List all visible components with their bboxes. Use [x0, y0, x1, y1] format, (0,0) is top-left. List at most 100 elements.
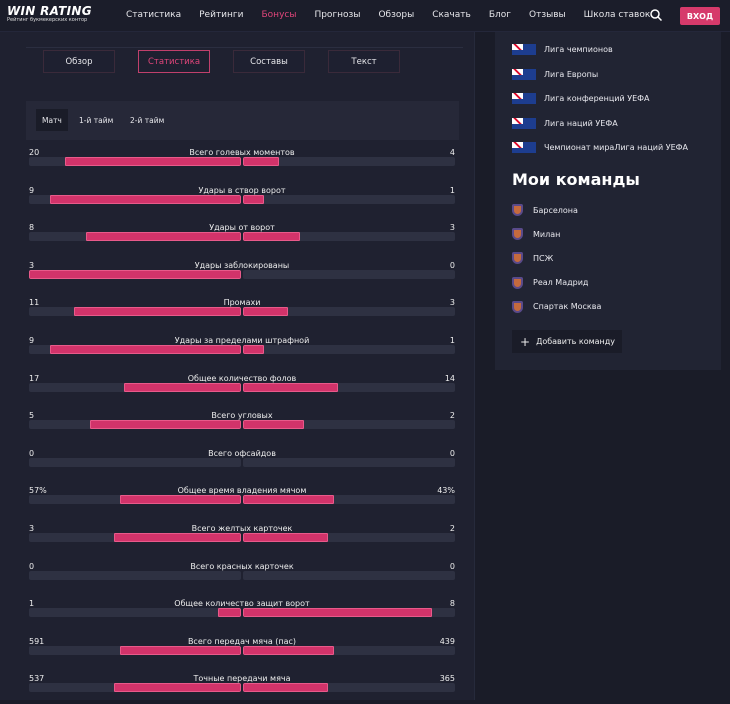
nav-item[interactable]: Блог [488, 10, 511, 20]
nav-item[interactable]: Отзывы [529, 10, 566, 20]
stat-bar-fill [113, 683, 241, 693]
logo[interactable]: WIN RATING Рейтинг букмекерских контор [7, 5, 92, 24]
stat-bar-away [243, 457, 455, 467]
league-item[interactable]: Лига наций УЕФА [512, 117, 618, 129]
login-button[interactable]: ВХОД [680, 7, 720, 25]
stat-bar-fill [243, 345, 265, 354]
team-item[interactable]: ПСЖ [512, 252, 553, 265]
league-name: Лига Европы [544, 69, 599, 79]
period-tab[interactable]: 2-й тайм [130, 115, 165, 125]
stat-right-value: 14 [444, 373, 455, 383]
stat-right-value: 4 [449, 148, 455, 157]
league-name: Лига чемпионов [544, 45, 613, 54]
flag-icon [512, 117, 536, 129]
league-name: Лига конференций УЕФА [544, 94, 650, 103]
stat-bar-fill [243, 382, 339, 392]
stat-bar-fill [243, 645, 335, 655]
stat-bar-fill [243, 420, 305, 430]
team-name: Барселона [533, 205, 578, 215]
nav-item[interactable]: Обзоры [378, 10, 415, 20]
team-crest-icon [512, 204, 523, 216]
stat-bar-away [243, 495, 455, 505]
stat-right-value: 0 [449, 561, 455, 571]
stat-left-value: 57% [29, 486, 47, 496]
stat-row: 9 Удары за пределами штрафной 1 [29, 336, 455, 366]
team-crest-icon [512, 276, 523, 289]
flag-icon [512, 44, 536, 55]
stat-right-value: 1 [449, 185, 455, 195]
team-name: Милан [533, 229, 561, 239]
stat-bar-fill [29, 269, 241, 279]
stat-bar-away [243, 645, 455, 655]
team-name: Спартак Москва [533, 302, 602, 312]
nav-item[interactable]: Скачать [432, 10, 471, 20]
stat-bar-fill [50, 345, 241, 354]
period-tab[interactable]: Матч [36, 109, 68, 131]
stat-bar-home [29, 645, 241, 655]
league-item[interactable]: Чемпионат мираЛига наций УЕФА [512, 142, 688, 153]
nav-item[interactable]: Статистика [126, 10, 182, 20]
stat-bar-away [243, 269, 455, 279]
league-item[interactable]: Лига конференций УЕФА [512, 93, 650, 104]
tab-0[interactable]: Обзор [43, 50, 115, 73]
stat-bar-fill [243, 495, 335, 505]
stat-left-value: 3 [29, 260, 35, 270]
stat-left-value: 3 [29, 524, 35, 533]
stat-row: 0 Всего офсайдов 0 [29, 449, 455, 479]
stat-bar-fill [243, 533, 328, 542]
stat-bar-fill [217, 608, 241, 618]
stat-bar-fill [86, 232, 241, 242]
nav-item[interactable]: Прогнозы [314, 10, 361, 20]
stat-row: 11 Промахи 3 [29, 298, 455, 328]
stat-bar-away [243, 345, 455, 354]
stat-left-value: 17 [29, 373, 40, 383]
stat-label: Промахи [223, 298, 261, 308]
search-icon[interactable] [650, 9, 662, 21]
stat-label: Точные передачи мяча [193, 674, 291, 684]
stat-right-value: 0 [449, 448, 455, 458]
nav-item[interactable]: Школа ставок [583, 10, 651, 20]
add-team-button[interactable]: + Добавить команду [512, 330, 622, 353]
stat-label: Всего голевых моментов [189, 148, 295, 157]
stat-row: 3 Удары заблокированы 0 [29, 261, 455, 291]
stat-bar-home [29, 570, 241, 580]
stat-bar-home [29, 457, 241, 467]
period-tabs: Матч 1-й тайм 2-й тайм [26, 101, 459, 140]
stat-bar-fill [243, 232, 301, 242]
stat-row: 8 Удары от ворот 3 [29, 223, 455, 253]
stat-right-value: 0 [449, 260, 455, 270]
tab-2[interactable]: Составы [233, 50, 305, 73]
stat-row: 591 Всего передач мяча (пас) 439 [29, 637, 455, 667]
logo-title: WIN RATING [7, 4, 92, 18]
league-item[interactable]: Лига Европы [512, 68, 599, 80]
stat-right-value: 3 [449, 298, 455, 308]
header: WIN RATING Рейтинг букмекерских контор С… [0, 0, 730, 32]
stat-label: Всего желтых карточек [191, 524, 293, 533]
flag-icon [512, 68, 536, 80]
league-item[interactable]: Лига чемпионов [512, 44, 613, 55]
stat-label: Всего угловых [211, 411, 273, 421]
stat-left-value: 9 [29, 185, 35, 195]
stat-bar-fill [243, 683, 328, 693]
match-tabs: Обзор Статистика Составы Текст [43, 50, 400, 73]
team-crest-icon [512, 228, 523, 241]
stat-bar-away [243, 570, 455, 580]
tab-3[interactable]: Текст [328, 50, 400, 73]
stat-bar-fill [243, 307, 288, 317]
nav-item[interactable]: Бонусы [261, 10, 297, 20]
team-item[interactable]: Милан [512, 228, 561, 241]
stat-bar-fill [50, 194, 241, 204]
stat-bar-home [29, 382, 241, 392]
stat-bar-away [243, 533, 455, 542]
team-item[interactable]: Спартак Москва [512, 300, 602, 313]
team-item[interactable]: Реал Мадрид [512, 276, 588, 289]
nav-item[interactable]: Рейтинги [199, 10, 244, 20]
sidebar: Мои команды + Добавить команду Лига чемп… [495, 32, 721, 370]
period-tab[interactable]: 1-й тайм [79, 115, 114, 125]
stat-right-value: 365 [439, 674, 455, 684]
stat-label: Всего красных карточек [190, 561, 294, 571]
team-item[interactable]: Барселона [512, 204, 578, 216]
stat-bar-home [29, 232, 241, 242]
stat-label: Всего офсайдов [208, 448, 276, 458]
tab-1[interactable]: Статистика [138, 50, 210, 73]
